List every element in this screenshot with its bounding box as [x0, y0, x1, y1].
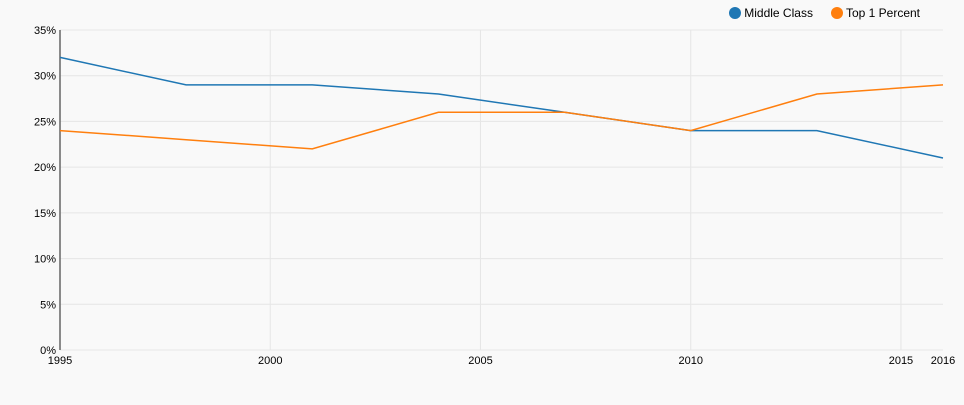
y-tick-label: 30% [34, 71, 56, 83]
y-tick-label: 20% [34, 162, 56, 174]
y-tick-label: 35% [34, 25, 56, 37]
legend-item-top-1-percent[interactable]: Top 1 Percent [830, 6, 920, 20]
legend: Middle Class Top 1 Percent [729, 6, 920, 20]
x-tick-label: 2016 [931, 355, 955, 367]
y-tick-label: 15% [34, 208, 56, 220]
x-tick-label: 2005 [468, 355, 492, 367]
x-tick-label: 2010 [678, 355, 702, 367]
legend-swatch-top-1-percent [830, 7, 843, 19]
y-tick-label: 5% [40, 299, 56, 311]
series-line-top-1-percent [59, 84, 944, 150]
x-tick-label: 2000 [258, 355, 282, 367]
x-tick-label: 1995 [48, 355, 72, 367]
y-tick-label: 0% [40, 345, 56, 357]
legend-label-top-1-percent: Top 1 Percent [845, 6, 920, 20]
x-tick-label: 2015 [889, 355, 913, 367]
legend-item-middle-class[interactable]: Middle Class [729, 6, 813, 20]
series-line-middle-class [59, 56, 944, 159]
legend-label-middle-class: Middle Class [744, 6, 813, 20]
y-tick-label: 10% [34, 254, 56, 266]
y-tick-label: 25% [34, 116, 56, 128]
legend-swatch-middle-class [729, 7, 742, 19]
